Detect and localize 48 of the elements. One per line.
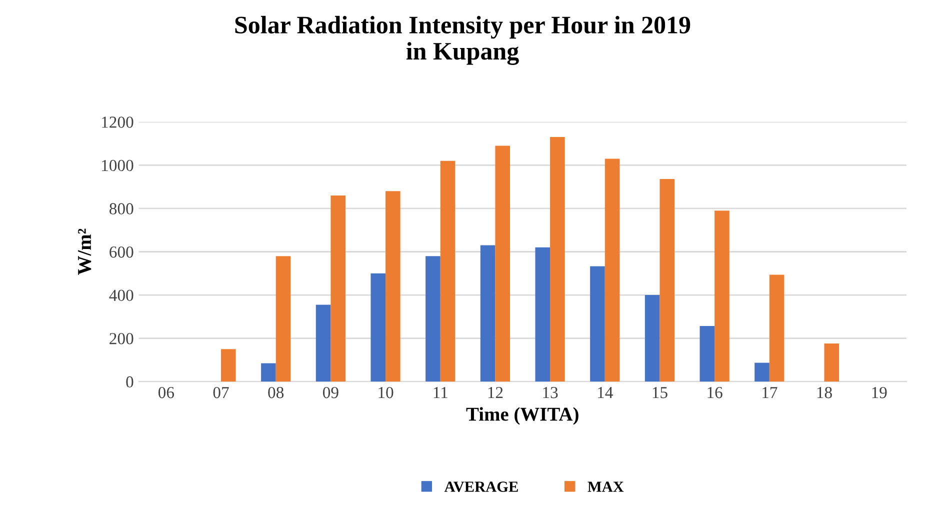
bar	[535, 247, 550, 382]
x-tick-label: 14	[598, 387, 613, 398]
x-tick-label: 16	[708, 386, 722, 398]
bar	[261, 363, 276, 382]
bar	[644, 295, 660, 382]
x-tick-label: 19	[872, 386, 887, 398]
legend-label: MAX	[588, 482, 624, 492]
x-tick-label: 06	[158, 386, 174, 398]
bar	[276, 256, 291, 382]
y-axis-title: W/m²	[78, 228, 92, 275]
x-tick-label: 18	[817, 386, 832, 398]
bar	[550, 137, 565, 382]
y-tick-label: 1000	[102, 160, 134, 172]
bar	[769, 274, 784, 382]
x-tick-label: 08	[268, 386, 284, 398]
bar	[386, 191, 400, 382]
bar	[590, 266, 605, 382]
bar	[480, 245, 496, 382]
y-tick-label: 200	[110, 333, 134, 344]
bar	[316, 304, 331, 382]
y-tick-label: 400	[109, 290, 134, 301]
bar	[370, 273, 386, 382]
bar	[714, 210, 730, 382]
x-tick-label: 11	[434, 387, 448, 398]
x-tick-label: 10	[378, 386, 394, 398]
x-tick-label: 12	[488, 386, 503, 398]
bar	[221, 349, 236, 382]
bar	[604, 158, 620, 382]
x-tick-label: 07	[213, 386, 229, 398]
bar	[700, 326, 715, 382]
x-tick-label: 17	[762, 387, 778, 398]
bar	[495, 146, 510, 382]
x-tick-label: 13	[543, 386, 558, 398]
y-tick-label: 0	[126, 376, 134, 388]
bar	[440, 160, 456, 382]
legend-label: AVERAGE	[444, 482, 518, 492]
bar	[660, 179, 675, 382]
bar	[824, 344, 840, 382]
chart-title: Solar Radiation Intensity per Hour in 2019 in Kupang	[235, 16, 690, 65]
bar	[754, 362, 770, 382]
y-tick-label: 800	[110, 203, 134, 214]
y-tick-label: 600	[110, 246, 134, 258]
bar	[330, 195, 346, 382]
bar	[426, 256, 440, 382]
x-axis-title: Time (WITA)	[466, 407, 578, 425]
x-tick-label: 15	[652, 387, 668, 398]
x-tick-label: 09	[322, 386, 338, 398]
y-tick-label: 1200	[102, 116, 134, 128]
